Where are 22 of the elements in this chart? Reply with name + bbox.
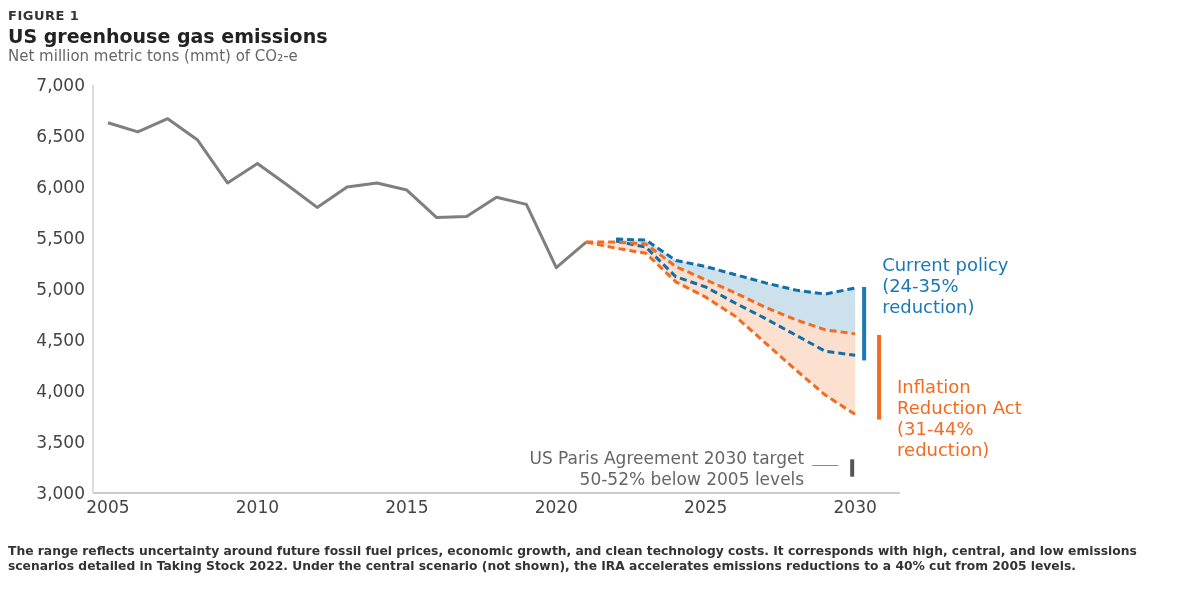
y-tick-label: 7,000 <box>36 75 85 96</box>
y-tick-label: 6,000 <box>36 177 85 198</box>
x-tick-label: 2005 <box>86 497 130 518</box>
series-label: Current policy (24-35% reduction) <box>882 253 1009 317</box>
x-tick-label: 2015 <box>385 497 429 518</box>
y-tick-label: 3,500 <box>36 432 85 453</box>
chart-subtitle: Net million metric tons (mmt) of CO₂-e <box>8 47 299 65</box>
y-tick-label: 4,000 <box>36 381 85 402</box>
x-tick-label: 2020 <box>534 497 578 518</box>
text: The range reflects uncertainty around future fossil fuel prices, economic growth, and clean technology costs. It corresponds with high, central, and low emissions scenarios detailed in Taking Stock 2022. Under the central scenario (not shown), the IRA accelerates emissions reductions to a 40% cut from 2005 levels. <box>8 544 1138 574</box>
x-tick-label: 2025 <box>684 497 728 518</box>
x-tick-label: 2010 <box>235 497 280 518</box>
y-tick-label: 5,000 <box>36 279 85 300</box>
y-tick-label: 4,500 <box>36 330 85 351</box>
y-tick-label: 6,500 <box>36 126 85 147</box>
chart-title: US greenhouse gas emissions <box>8 25 329 47</box>
caption: FIGURE 1 <box>8 8 81 23</box>
x-tick-label: 2030 <box>833 497 877 518</box>
series-label: Inflation Reduction Act (31-44% reduction) <box>897 376 1022 461</box>
y-tick-label: 5,500 <box>36 228 85 249</box>
annotation: US Paris Agreement 2030 target 50-52% below 2005 levels <box>529 447 805 489</box>
y-tick-label: 3,000 <box>36 483 85 504</box>
